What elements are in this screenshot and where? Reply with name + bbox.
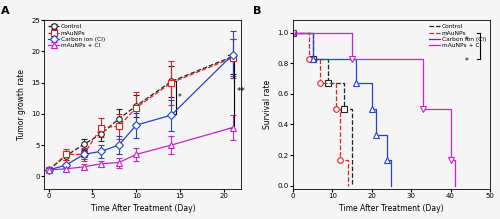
mAuNPs + CI [349,31,355,34]
mAuNPs [337,108,343,110]
mAuNPs [345,184,351,187]
Text: B: B [254,5,262,16]
mAuNPs + CI [420,57,426,60]
mAuNPs + CI [420,108,426,110]
Text: *: * [178,93,182,102]
Control [290,31,296,34]
X-axis label: Time After Treatment (Day): Time After Treatment (Day) [90,205,195,214]
Text: *: * [464,36,468,45]
Carbon Ion (CI) [353,57,359,60]
Text: *: * [464,57,468,66]
Control [326,57,332,60]
mAuNPs [333,108,339,110]
Carbon Ion (CI) [353,82,359,84]
Carbon Ion (CI) [384,134,390,136]
Control [310,57,316,60]
Carbon Ion (CI) [384,158,390,161]
Legend: Control, mAuNPs, Carbon ion (CI), mAuNPs + CI: Control, mAuNPs, Carbon ion (CI), mAuNPs… [47,23,106,49]
Carbon Ion (CI) [388,158,394,161]
Carbon Ion (CI) [368,82,374,84]
mAuNPs [333,82,339,84]
Y-axis label: Survival rate: Survival rate [263,80,272,129]
Control [310,31,316,34]
mAuNPs [318,82,324,84]
Line: Carbon Ion (CI): Carbon Ion (CI) [293,33,392,186]
mAuNPs [290,31,296,34]
mAuNPs [306,57,312,60]
Carbon Ion (CI) [290,31,296,34]
Carbon Ion (CI) [368,108,374,110]
Control [341,82,347,84]
mAuNPs + CI [452,184,458,187]
Line: mAuNPs + CI: mAuNPs + CI [293,33,454,186]
mAuNPs [337,158,343,161]
mAuNPs [345,158,351,161]
mAuNPs + CI [290,31,296,34]
Carbon Ion (CI) [372,108,378,110]
mAuNPs + CI [448,108,454,110]
Legend: Control, mAuNPs, Carbon Ion (CI), mAuNPs + CI: Control, mAuNPs, Carbon Ion (CI), mAuNPs… [428,23,487,49]
Control [349,184,355,187]
mAuNPs + CI [448,158,454,161]
mAuNPs + CI [349,57,355,60]
Carbon Ion (CI) [310,57,316,60]
Carbon Ion (CI) [388,184,394,187]
Line: mAuNPs: mAuNPs [293,33,348,186]
Carbon Ion (CI) [310,31,316,34]
mAuNPs [318,57,324,60]
mAuNPs + CI [452,158,458,161]
Control [349,108,355,110]
Y-axis label: Tumor growth rate: Tumor growth rate [16,69,26,140]
Control [326,82,332,84]
Control [341,108,347,110]
mAuNPs [306,31,312,34]
X-axis label: Time After Treatment (Day): Time After Treatment (Day) [339,205,444,214]
Text: **: ** [237,87,246,96]
Carbon Ion (CI) [372,134,378,136]
Text: A: A [1,5,10,16]
Line: Control: Control [293,33,352,186]
